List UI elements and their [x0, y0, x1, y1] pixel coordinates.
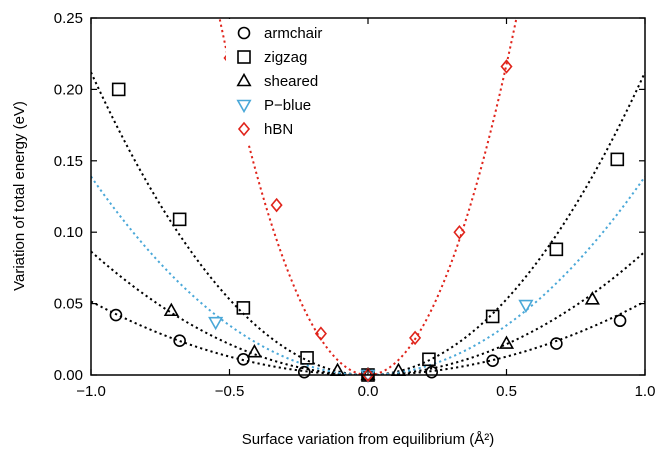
data-point-sheared: [360, 366, 376, 381]
fit-curve-sheared: [91, 250, 645, 375]
x-axis-title: Surface variation from equilibrium (Å²): [242, 431, 495, 448]
data-point-armchair: [550, 337, 563, 350]
legend-marker-sheared: [236, 72, 252, 87]
legend-item-hbn: hBN: [237, 121, 293, 138]
legend-label: P−blue: [264, 97, 311, 114]
data-point-p-blue: [518, 299, 534, 314]
data-point-armchair: [425, 365, 439, 379]
data-point-zigzag: [549, 242, 564, 257]
data-point-armchair: [173, 334, 186, 348]
x-tick-label: 0.0: [358, 383, 379, 400]
data-point-armchair: [613, 314, 627, 328]
legend: armchair zigzag sheared P−blue hBN: [226, 19, 328, 145]
legend-item-armchair: armchair: [237, 25, 322, 42]
legend-marker-zigzag: [237, 50, 251, 64]
axis-ticks-layer: −1.0 −0.5 0.0 0.5 1.0 0.00 0.05 0.10 0.15 0.20 0.2…: [54, 10, 656, 400]
legend-label: zigzag: [264, 49, 307, 66]
x-tick-label: −1.0: [76, 383, 106, 400]
fit-curve-p-blue: [91, 175, 645, 375]
series-sheared: [163, 291, 600, 381]
data-markers-layer: [109, 50, 627, 384]
legend-marker-hbn: [237, 121, 251, 137]
data-point-zigzag: [111, 82, 126, 97]
legend-label: sheared: [264, 73, 318, 90]
y-tick-label: 0.10: [54, 224, 83, 241]
data-point-sheared: [584, 291, 600, 305]
data-point-hbn: [361, 367, 375, 383]
data-point-hbn: [314, 326, 327, 341]
legend-item-sheared: sheared: [236, 72, 318, 90]
fit-curve-hbn: [218, 18, 518, 375]
data-point-hbn: [409, 330, 422, 346]
data-point-zigzag: [610, 152, 625, 167]
data-point-hbn: [500, 59, 513, 74]
x-tick-label: 1.0: [635, 383, 656, 400]
data-point-zigzag: [236, 301, 251, 315]
plot-frame: [90, 17, 646, 376]
fit-curves-layer: [91, 18, 645, 375]
data-point-zigzag: [300, 351, 314, 365]
data-point-p-blue: [208, 316, 224, 331]
data-point-sheared: [246, 344, 262, 358]
data-point-armchair: [109, 308, 123, 322]
legend-item-zigzag: zigzag: [237, 49, 307, 66]
legend-marker-p-blue: [236, 99, 252, 114]
data-point-hbn: [453, 224, 466, 240]
y-tick-label: 0.05: [54, 296, 83, 313]
data-point-armchair: [237, 352, 250, 366]
data-point-zigzag: [172, 212, 187, 227]
legend-item-p-blue: P−blue: [236, 97, 311, 114]
y-tick-label: 0.20: [54, 81, 83, 98]
y-axis-title: Variation of total energy (eV): [11, 101, 28, 291]
y-tick-label: 0.25: [54, 10, 83, 27]
data-point-zigzag: [422, 352, 436, 367]
series-zigzag: [111, 82, 625, 382]
legend-label: armchair: [264, 25, 322, 42]
x-tick-label: 0.5: [496, 383, 517, 400]
legend-marker-armchair: [237, 26, 251, 40]
data-point-zigzag: [485, 309, 500, 324]
series-armchair: [109, 308, 627, 382]
y-tick-label: 0.00: [54, 367, 83, 384]
x-tick-label: −0.5: [215, 383, 245, 400]
data-point-sheared: [498, 335, 515, 349]
y-tick-label: 0.15: [54, 153, 83, 170]
data-point-sheared: [163, 302, 179, 317]
legend-label: hBN: [264, 121, 293, 138]
data-point-hbn: [270, 197, 283, 213]
data-point-armchair: [297, 365, 311, 379]
data-point-armchair: [486, 354, 499, 368]
